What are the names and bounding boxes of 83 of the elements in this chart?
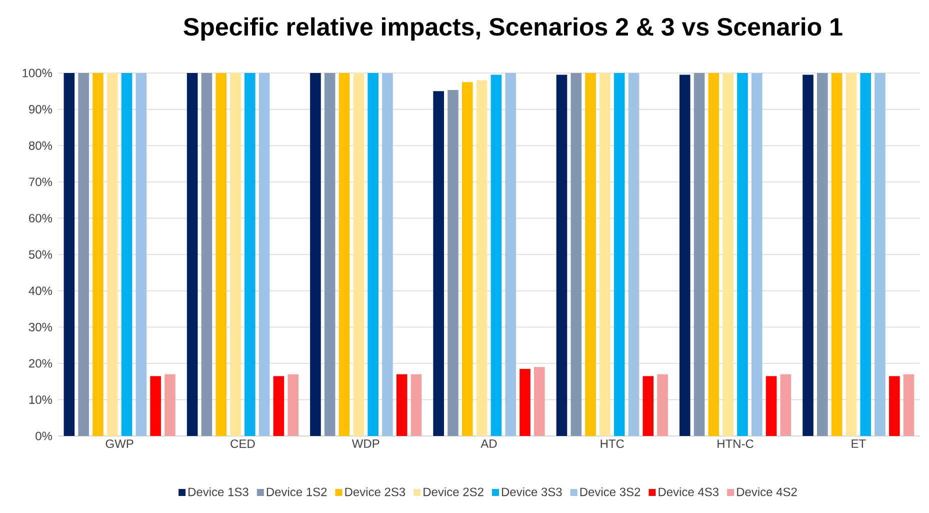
bar xyxy=(150,376,161,436)
y-tick-label: 30% xyxy=(28,322,52,332)
bar xyxy=(230,72,241,436)
bar xyxy=(368,72,378,436)
y-tick-label: 60% xyxy=(29,214,52,222)
bar xyxy=(410,374,422,436)
y-tick-label: 80% xyxy=(28,141,52,150)
bar xyxy=(396,374,408,436)
bar xyxy=(802,74,814,436)
legend-label: Device 3S2 xyxy=(580,487,640,496)
x-tick-label: HTC xyxy=(600,440,624,448)
x-tick-label: WDP xyxy=(352,440,380,448)
bar xyxy=(708,72,720,436)
legend-label: Device 2S2 xyxy=(424,487,484,496)
bar xyxy=(288,374,299,436)
bar xyxy=(657,374,668,436)
bar xyxy=(628,72,640,436)
bar xyxy=(164,374,176,436)
bar xyxy=(766,376,777,436)
y-tick-label: 10% xyxy=(29,395,52,404)
bar xyxy=(903,374,914,436)
bar xyxy=(534,367,545,436)
bar xyxy=(642,376,654,436)
y-tick-label: 0% xyxy=(36,432,52,440)
bar xyxy=(64,72,75,436)
bar xyxy=(831,72,842,436)
bar xyxy=(136,72,147,436)
bar xyxy=(600,72,610,436)
bar xyxy=(570,72,582,436)
bar xyxy=(889,376,900,436)
x-tick-label: AD xyxy=(480,440,497,448)
y-tick-label: 40% xyxy=(28,286,52,296)
x-tick-label: ET xyxy=(852,440,866,448)
bar xyxy=(462,82,473,436)
x-tick-label: CED xyxy=(230,440,255,448)
x-tick-label: HTN-C xyxy=(718,440,754,448)
bar xyxy=(258,72,270,436)
bar xyxy=(353,72,364,436)
bar xyxy=(201,72,212,436)
legend-label: Device 2S3 xyxy=(345,487,406,496)
bar xyxy=(846,72,857,436)
y-tick-label: 50% xyxy=(28,250,52,259)
bar xyxy=(874,72,886,436)
legend-label: Device 4S3 xyxy=(658,487,719,496)
bar xyxy=(679,74,690,436)
bar xyxy=(556,74,568,436)
bar xyxy=(106,72,118,436)
bar xyxy=(751,72,762,436)
bar xyxy=(694,72,705,436)
bar xyxy=(817,72,828,436)
legend-label: Device 1S2 xyxy=(266,487,327,496)
bar xyxy=(737,72,748,436)
bar xyxy=(78,72,89,436)
bar xyxy=(520,368,530,436)
legend-label: Device 4S2 xyxy=(737,487,797,496)
bar xyxy=(433,91,444,436)
bar xyxy=(585,72,596,436)
bar xyxy=(121,72,132,436)
bar xyxy=(476,80,488,436)
x-tick-label: GWP xyxy=(106,440,134,448)
bar xyxy=(273,376,284,436)
legend-label: Device 3S3 xyxy=(502,487,562,496)
bar xyxy=(860,72,872,436)
bar xyxy=(780,374,792,436)
bar xyxy=(216,72,227,436)
bar xyxy=(382,72,393,436)
bar xyxy=(310,72,321,436)
bar xyxy=(92,72,104,436)
bar xyxy=(338,72,350,436)
legend-label: Device 1S3 xyxy=(188,487,248,496)
y-tick-label: 70% xyxy=(29,178,52,186)
bar xyxy=(448,90,458,436)
bar xyxy=(505,72,516,436)
bar xyxy=(490,74,502,436)
chart-title: Specific relative impacts, Scenarios 2 & 3 vs Scenario 1 xyxy=(184,17,842,41)
bar xyxy=(722,72,734,436)
bar xyxy=(186,72,198,436)
bar xyxy=(614,72,625,436)
y-tick-label: 100% xyxy=(22,68,52,78)
bar xyxy=(324,72,336,436)
y-tick-label: 20% xyxy=(29,359,52,368)
y-tick-label: 90% xyxy=(29,105,52,114)
bar xyxy=(244,72,256,436)
